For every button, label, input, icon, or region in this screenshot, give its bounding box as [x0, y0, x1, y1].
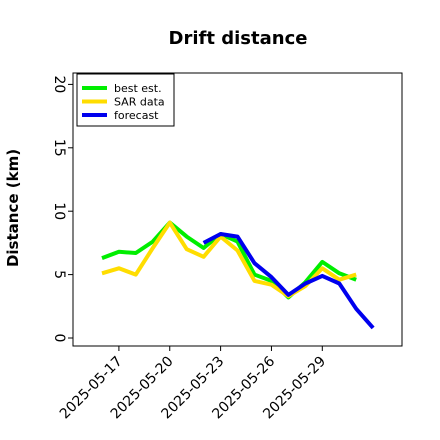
series-line-sar-data — [101, 220, 357, 299]
legend-label: forecast — [114, 109, 159, 122]
legend-label: SAR data — [114, 96, 165, 109]
series-line-forecast — [202, 232, 375, 330]
y-axis-label: Distance (km) — [4, 149, 22, 267]
y-tick-label: 5 — [51, 270, 67, 279]
legend-label: best est. — [114, 82, 162, 95]
chart-title: Drift distance — [169, 28, 308, 49]
y-tick-label: 0 — [51, 334, 67, 343]
series-line-best-est — [101, 220, 357, 300]
plot-area — [72, 72, 403, 347]
y-tick-label: 20 — [51, 75, 67, 93]
y-axis: 0 5 10 15 20 — [51, 75, 73, 342]
y-tick-label: 10 — [51, 202, 67, 220]
y-tick-label: 15 — [51, 139, 67, 157]
series-lines — [101, 220, 375, 330]
x-axis: 2025-05-172025-05-202025-05-232025-05-26… — [57, 346, 329, 422]
